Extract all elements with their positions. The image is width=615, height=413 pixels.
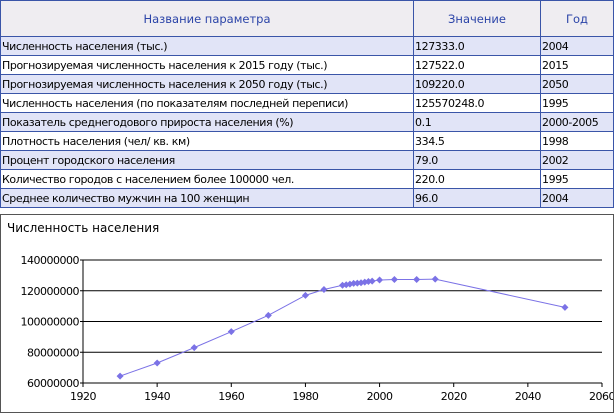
data-point: [301, 291, 309, 299]
param-value: 220.0: [413, 169, 541, 189]
table-row: Плотность населения (чел/ кв. км) 334.5 19…: [0, 131, 614, 151]
column-header[interactable]: Год: [540, 0, 614, 37]
table-row: Показатель среднегодового прироста насел…: [0, 112, 614, 132]
y-tick-label: 120000000: [21, 285, 80, 298]
param-value: 127333.0: [413, 36, 541, 56]
data-point: [413, 276, 421, 284]
table-row: Численность населения (тыс.) 127333.0 2004: [0, 36, 614, 56]
x-tick-label: 1960: [218, 390, 244, 403]
chart-plot: 60000000 80000000 100000000 120000000 140000…: [21, 254, 614, 403]
y-tick-label: 100000000: [21, 316, 80, 329]
y-tick-label: 60000000: [27, 377, 79, 390]
data-point: [561, 303, 569, 311]
param-name: Плотность населения (чел/ кв. км): [0, 131, 414, 151]
param-value: 127522.0: [413, 55, 541, 75]
x-tick-label: 1940: [144, 390, 170, 403]
data-point: [320, 286, 328, 294]
param-year: 2000-2005: [540, 112, 614, 132]
param-year: 1998: [540, 131, 614, 151]
data-point: [390, 275, 398, 283]
table-row: Численность населения (по показателям по…: [0, 93, 614, 113]
param-name: Показатель среднегодового прироста насел…: [0, 112, 414, 132]
table-row: Процент городского населения 79.0 2002: [0, 150, 614, 170]
table-row: Количество городов с населением более 10…: [0, 169, 614, 189]
param-year: 1995: [540, 93, 614, 113]
param-name: Прогнозируемая численность населения к 2…: [0, 74, 414, 94]
table-row: Прогнозируемая численность населения к 2…: [0, 55, 614, 75]
param-name: Количество городов с населением более 10…: [0, 169, 414, 189]
column-header[interactable]: Значение: [413, 0, 541, 37]
param-name: Численность населения (тыс.): [0, 36, 414, 56]
x-tick-label: 2040: [515, 390, 541, 403]
chart-title: Численность населения: [7, 221, 160, 235]
param-name: Численность населения (по показателям по…: [0, 93, 414, 113]
data-point: [431, 275, 439, 283]
param-name: Процент городского населения: [0, 150, 414, 170]
param-value: 96.0: [413, 188, 541, 208]
param-value: 109220.0: [413, 74, 541, 94]
y-tick-label: 80000000: [27, 346, 79, 359]
data-point: [153, 359, 161, 367]
x-tick-label: 1980: [292, 390, 318, 403]
x-tick-label: 2020: [441, 390, 467, 403]
param-year: 1995: [540, 169, 614, 189]
y-tick-label: 140000000: [21, 254, 80, 267]
param-value: 0.1: [413, 112, 541, 132]
data-point: [227, 328, 235, 336]
param-year: 2050: [540, 74, 614, 94]
param-year: 2004: [540, 188, 614, 208]
data-point: [190, 344, 198, 352]
table-row: Среднее количество мужчин на 100 женщин 9…: [0, 188, 614, 208]
data-point: [116, 372, 124, 380]
param-name: Среднее количество мужчин на 100 женщин: [0, 188, 414, 208]
column-header[interactable]: Название параметра: [0, 0, 414, 37]
data-point: [376, 276, 384, 284]
data-point: [368, 277, 376, 285]
param-value: 334.5: [413, 131, 541, 151]
data-point: [364, 278, 372, 286]
parameters-table: Название параметра Значение Год Численност…: [0, 0, 614, 208]
population-chart: Численность населения 60000000 80000000 10…: [0, 214, 614, 413]
param-value: 125570248.0: [413, 93, 541, 113]
x-tick-label: 1920: [70, 390, 96, 403]
series-line: [119, 278, 566, 377]
x-tick-label: 2060: [589, 390, 613, 403]
param-year: 2004: [540, 36, 614, 56]
data-point: [350, 279, 358, 287]
x-tick-label: 2000: [367, 390, 393, 403]
param-value: 79.0: [413, 150, 541, 170]
table-row: Прогнозируемая численность населения к 2…: [0, 74, 614, 94]
param-year: 2015: [540, 55, 614, 75]
data-point: [346, 280, 354, 288]
data-point: [264, 311, 272, 319]
param-year: 2002: [540, 150, 614, 170]
param-name: Прогнозируемая численность населения к 2…: [0, 55, 414, 75]
